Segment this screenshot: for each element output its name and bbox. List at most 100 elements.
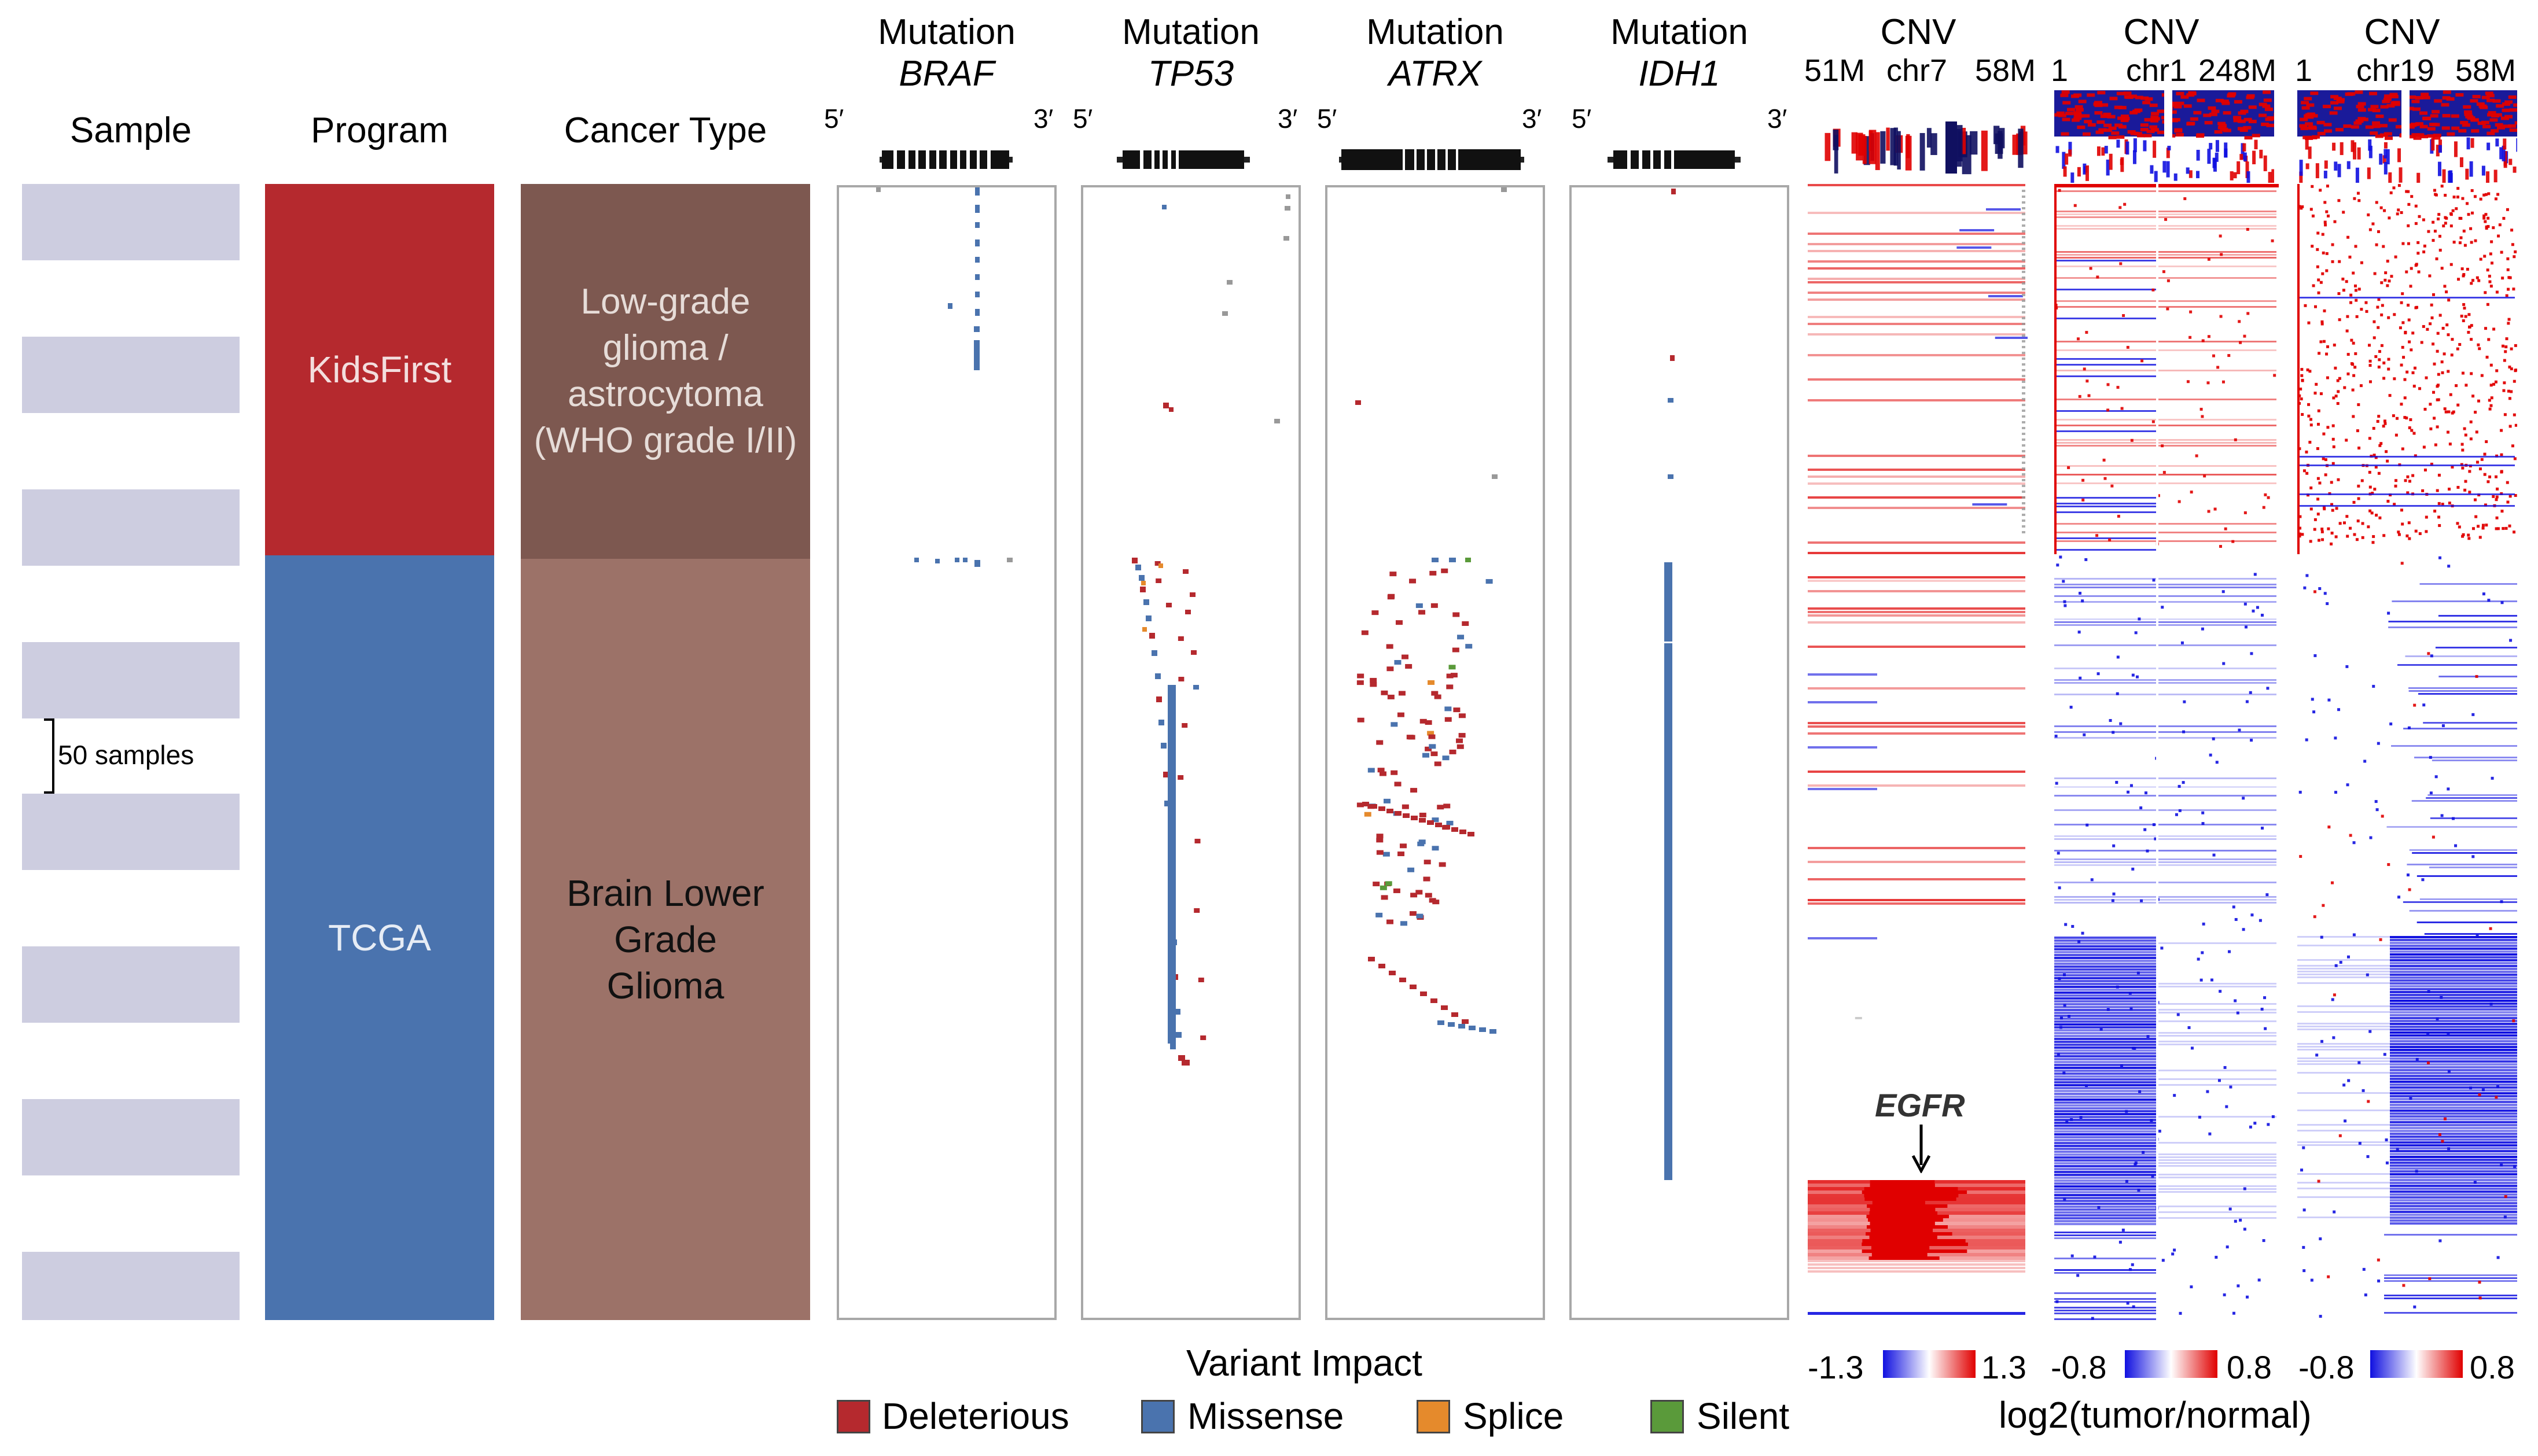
- sample-block: [22, 642, 240, 718]
- colorbar-title: log2(tumor/normal): [1999, 1394, 2312, 1436]
- cancer-type-brain-lgg: Brain Lower Grade Glioma: [521, 559, 810, 1320]
- texture-layer: [1825, 121, 2028, 175]
- gene-structure-atrx: [1339, 149, 1524, 170]
- mutation-marks-atrx: [1355, 187, 1507, 1034]
- cnv-axis-right: 248M: [2198, 53, 2276, 88]
- sample-block: [22, 1252, 240, 1320]
- program-label: KidsFirst: [307, 349, 452, 390]
- cancer-type-label: Low-grade glioma / astrocytoma (WHO grad…: [534, 282, 797, 460]
- legend-swatch-silent: [1650, 1400, 1684, 1433]
- mutation-header-idh1: Mutation IDH1: [1569, 12, 1789, 95]
- mutation-header-atrx: Mutation ATRX: [1325, 12, 1545, 95]
- scale-bracket: [44, 718, 54, 794]
- colorbar-chr1: [2125, 1350, 2217, 1378]
- cnv-summary-chr7: [1812, 116, 2032, 179]
- cnv-word: CNV: [1880, 12, 1956, 52]
- sample-block: [22, 184, 240, 260]
- cnv-header-chr7: CNV: [1805, 12, 2031, 53]
- cnv-summary-chr19: [2297, 90, 2523, 187]
- colorbar-min-chr7: -1.3: [1808, 1349, 1864, 1385]
- gene-structure-braf: [880, 150, 1013, 169]
- mutation-word: Mutation: [878, 12, 1016, 52]
- three-prime-label: 3′: [1767, 104, 1787, 134]
- five-prime-label: 5′: [1073, 104, 1093, 134]
- five-prime-label: 5′: [1317, 104, 1337, 134]
- mutation-word: Mutation: [1610, 12, 1748, 52]
- program-label: TCGA: [328, 917, 431, 959]
- texture-layer: [1808, 184, 2030, 1315]
- texture-layer: [2054, 184, 2279, 1320]
- colorbar-max-chr1: 0.8: [2227, 1349, 2272, 1385]
- cnv-word: CNV: [2123, 12, 2199, 52]
- mutation-marks-idh1: [1664, 189, 1676, 1180]
- cnv-axis-left: 1: [2295, 53, 2313, 88]
- sample-block: [22, 946, 240, 1023]
- colorbar-chr19: [2370, 1350, 2463, 1378]
- legend-label-missense: Missense: [1187, 1395, 1344, 1437]
- legend-label-silent: Silent: [1697, 1395, 1790, 1437]
- sample-block: [22, 489, 240, 566]
- scale-label: 50 samples: [58, 740, 194, 770]
- mutation-panel-idh1: [1569, 185, 1789, 1320]
- mutation-header-tp53: Mutation TP53: [1081, 12, 1301, 95]
- mutation-header-braf: Mutation BRAF: [837, 12, 1057, 95]
- legend-swatch-missense: [1141, 1400, 1175, 1433]
- cnv-axis-right: 58M: [2455, 53, 2516, 88]
- legend-swatch-splice: [1417, 1400, 1450, 1433]
- cancer-type-label: Brain Lower Grade Glioma: [567, 872, 764, 1007]
- mutation-panel-braf: [837, 185, 1057, 1320]
- cnv-summary-chr1: [2054, 90, 2282, 186]
- gene-structure-idh1: [1608, 150, 1741, 169]
- colorbar-min-chr19: -0.8: [2298, 1349, 2355, 1385]
- sample-block: [22, 1099, 240, 1175]
- cnv-header-chr19: CNV: [2289, 12, 2515, 53]
- five-prime-label: 5′: [824, 104, 844, 134]
- sample-block: [22, 337, 240, 413]
- sample-block: [22, 794, 240, 870]
- mutation-word: Mutation: [1122, 12, 1260, 52]
- program-header: Program: [311, 110, 448, 150]
- cnv-axis-left: 51M: [1804, 53, 1866, 88]
- egfr-annotation: EGFR: [1875, 1087, 1965, 1123]
- legend-title: Variant Impact: [1186, 1342, 1422, 1384]
- cnv-axis-chrom: chr7: [1886, 53, 1948, 88]
- colorbar-max-chr19: 0.8: [2470, 1349, 2515, 1385]
- three-prime-label: 3′: [1033, 104, 1054, 134]
- sample-header: Sample: [69, 110, 192, 150]
- mutation-panel-tp53: [1081, 185, 1301, 1320]
- five-prime-label: 5′: [1572, 104, 1592, 134]
- cnv-axis-chrom: chr1: [2126, 53, 2187, 88]
- mutation-panel-atrx: [1325, 185, 1545, 1320]
- cancer-type-lgg-astrocytoma: Low-grade glioma / astrocytoma (WHO grad…: [521, 184, 810, 559]
- cnv-heatmap-chr7: [1808, 184, 2030, 1320]
- three-prime-label: 3′: [1278, 104, 1298, 134]
- mutation-marks-braf: [876, 187, 1013, 567]
- three-prime-label: 3′: [1522, 104, 1542, 134]
- program-kidsfirst: KidsFirst: [265, 184, 494, 555]
- colorbar-chr7: [1883, 1350, 1976, 1378]
- cnv-word: CNV: [2364, 12, 2440, 52]
- egfr-arrow-icon: [1911, 1125, 1931, 1173]
- mutation-word: Mutation: [1366, 12, 1504, 52]
- gene-name-atrx: ATRX: [1388, 54, 1482, 94]
- cnv-header-chr1: CNV: [2048, 12, 2274, 53]
- gene-name-tp53: TP53: [1147, 54, 1234, 94]
- colorbar-min-chr1: -0.8: [2051, 1349, 2107, 1385]
- mutation-marks-tp53: [1132, 194, 1290, 1066]
- legend-swatch-deleterious: [837, 1400, 870, 1433]
- texture-layer: [2054, 90, 2282, 186]
- gene-structure-tp53: [1117, 150, 1250, 169]
- cancer-type-header: Cancer Type: [564, 110, 767, 150]
- program-tcga: TCGA: [265, 555, 494, 1320]
- legend-label-splice: Splice: [1463, 1395, 1564, 1437]
- gene-name-idh1: IDH1: [1638, 54, 1720, 94]
- gene-name-braf: BRAF: [899, 54, 995, 94]
- cnv-axis-left: 1: [2051, 53, 2069, 88]
- cnv-heatmap-chr19: [2297, 184, 2538, 1320]
- colorbar-max-chr7: 1.3: [1981, 1349, 2026, 1385]
- legend-label-deleterious: Deleterious: [882, 1395, 1069, 1437]
- cnv-heatmap-chr1: [2054, 184, 2279, 1320]
- cnv-axis-right: 58M: [1974, 53, 2036, 88]
- cnv-axis-chrom: chr19: [2356, 53, 2435, 88]
- texture-layer: [2297, 90, 2523, 187]
